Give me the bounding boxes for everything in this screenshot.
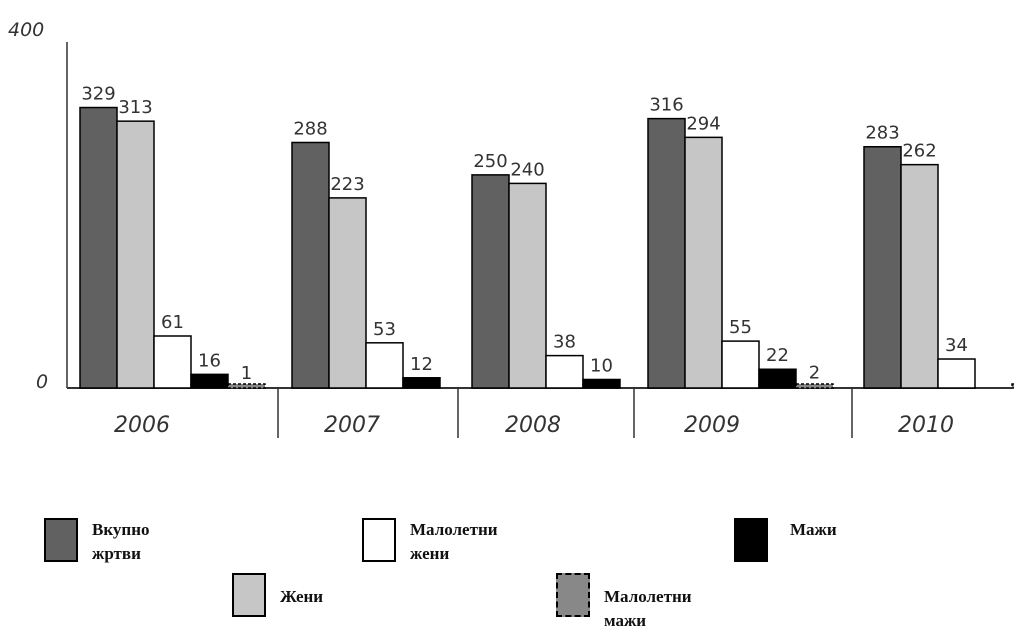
x-tick-label-2007: 2007: [324, 413, 380, 438]
data-label-2007-series-1: 223: [330, 174, 364, 195]
legend-item-vkupno: Вкупно жртви: [44, 518, 149, 566]
bar-2010-series-4: [1011, 383, 1014, 389]
bar-2006-series-0: [79, 106, 118, 389]
data-label-2007-series-3: 12: [410, 354, 433, 375]
bar-2007-series-3: [402, 377, 441, 389]
data-label-2006-series-2: 61: [161, 312, 184, 333]
legend-swatch-vkupno: [44, 518, 78, 562]
data-label-2010-series-0: 283: [865, 123, 899, 144]
legend-item-maloletni-zheni: Малолетни жени: [362, 518, 540, 566]
bar-2009-series-3: [758, 368, 797, 389]
data-label-2010-series-2: 34: [945, 335, 968, 356]
bar-2009-series-1: [684, 136, 723, 389]
legend-label-maloletni-mazhi: Малолетни мажи: [604, 587, 692, 630]
bar-2009-series-2: [721, 340, 760, 389]
bar-2008-series-0: [471, 174, 510, 389]
legend-swatch-mazhi: [734, 518, 768, 562]
data-label-2009-series-2: 55: [729, 317, 752, 338]
bar-2010-series-2: [937, 358, 976, 389]
legend-item-mazhi: Мажи: [734, 518, 837, 562]
legend-label-maloletni-zheni: Малолетни жени: [410, 520, 498, 563]
data-label-2007-series-0: 288: [293, 118, 327, 139]
data-label-2008-series-1: 240: [510, 159, 544, 180]
x-tick-label-2006: 2006: [114, 413, 170, 438]
data-label-2009-series-1: 294: [686, 113, 720, 134]
data-label-2009-series-3: 22: [766, 345, 789, 366]
legend-item-maloletni-mazhi: Малолетни мажи: [556, 573, 692, 633]
y-tick-label-max: 400: [8, 19, 44, 41]
data-label-2006-series-1: 313: [118, 97, 152, 118]
bar-2009-series-0: [647, 117, 686, 389]
bar-2010-series-1: [900, 163, 939, 389]
data-label-2009-series-0: 316: [649, 95, 683, 116]
bar-2007-series-2: [365, 342, 404, 389]
data-label-2010-series-1: 262: [902, 141, 936, 162]
bar-2007-series-1: [328, 197, 367, 389]
bar-2008-series-3: [582, 378, 621, 389]
bar-2006-series-1: [116, 120, 155, 389]
legend-item-zheni: Жени: [232, 573, 323, 617]
legend-swatch-maloletni-zheni: [362, 518, 396, 562]
data-label-2006-series-0: 329: [81, 84, 115, 105]
bar-2006-series-2: [153, 335, 192, 389]
data-label-2008-series-0: 250: [473, 151, 507, 172]
bar-2007-series-0: [291, 141, 330, 389]
data-label-2008-series-2: 38: [553, 332, 576, 353]
bar-2008-series-2: [545, 354, 584, 389]
legend-swatch-zheni: [232, 573, 266, 617]
bar-2006-series-4: [227, 383, 266, 389]
legend-label-mazhi: Мажи: [790, 520, 837, 539]
legend-label-vkupno: Вкупно жртви: [92, 520, 150, 563]
legend-label-zheni: Жени: [280, 587, 324, 606]
bar-2010-series-0: [863, 145, 902, 389]
data-label-2006-series-3: 16: [198, 350, 221, 371]
x-tick-label-2008: 2008: [505, 413, 561, 438]
data-label-2006-series-4: 1: [241, 363, 252, 384]
bar-2006-series-3: [190, 373, 229, 389]
data-label-2009-series-4: 2: [809, 362, 820, 383]
data-label-2007-series-2: 53: [373, 319, 396, 340]
x-tick-label-2009: 2009: [684, 413, 740, 438]
y-tick-label-min: 0: [36, 371, 48, 393]
data-label-2008-series-3: 10: [590, 355, 613, 376]
bar-2008-series-1: [508, 182, 547, 389]
bar-2009-series-4: [795, 383, 834, 389]
legend-swatch-maloletni-mazhi: [556, 573, 590, 617]
x-tick-label-2010: 2010: [898, 413, 954, 438]
